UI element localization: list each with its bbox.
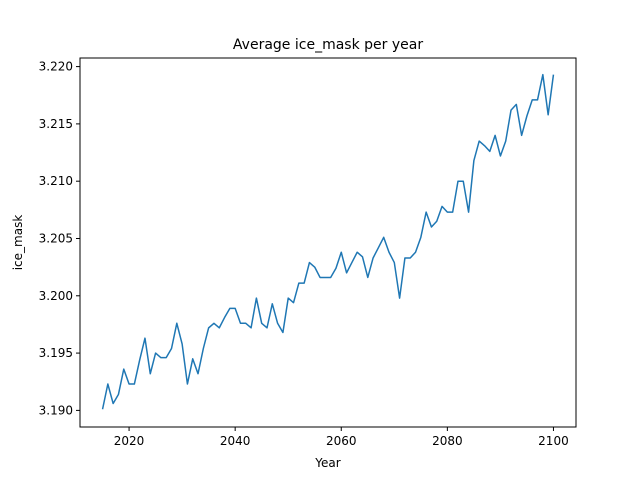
y-tick-label: 3.220 [39,60,73,74]
x-tick-label: 2100 [538,434,569,448]
y-tick-label: 3.195 [39,346,73,360]
y-axis-label: ice_mask [11,215,25,271]
y-axis: 3.190 3.195 3.200 3.205 3.210 3.215 3.220 [39,60,80,417]
x-tick-label: 2080 [432,434,463,448]
y-tick-label: 3.215 [39,117,73,131]
plot-area [101,73,555,410]
x-tick-label: 2020 [114,434,145,448]
y-tick-label: 3.200 [39,289,73,303]
y-tick-label: 3.190 [39,403,73,417]
y-tick-label: 3.210 [39,174,73,188]
x-axis: 2020 2040 2060 2080 2100 [114,427,569,448]
y-tick-label: 3.205 [39,231,73,245]
series-line [101,73,555,410]
x-axis-label: Year [314,456,340,470]
x-tick-label: 2040 [220,434,251,448]
x-tick-label: 2060 [326,434,357,448]
chart-title: Average ice_mask per year [233,37,423,53]
axes-frame [79,57,577,428]
